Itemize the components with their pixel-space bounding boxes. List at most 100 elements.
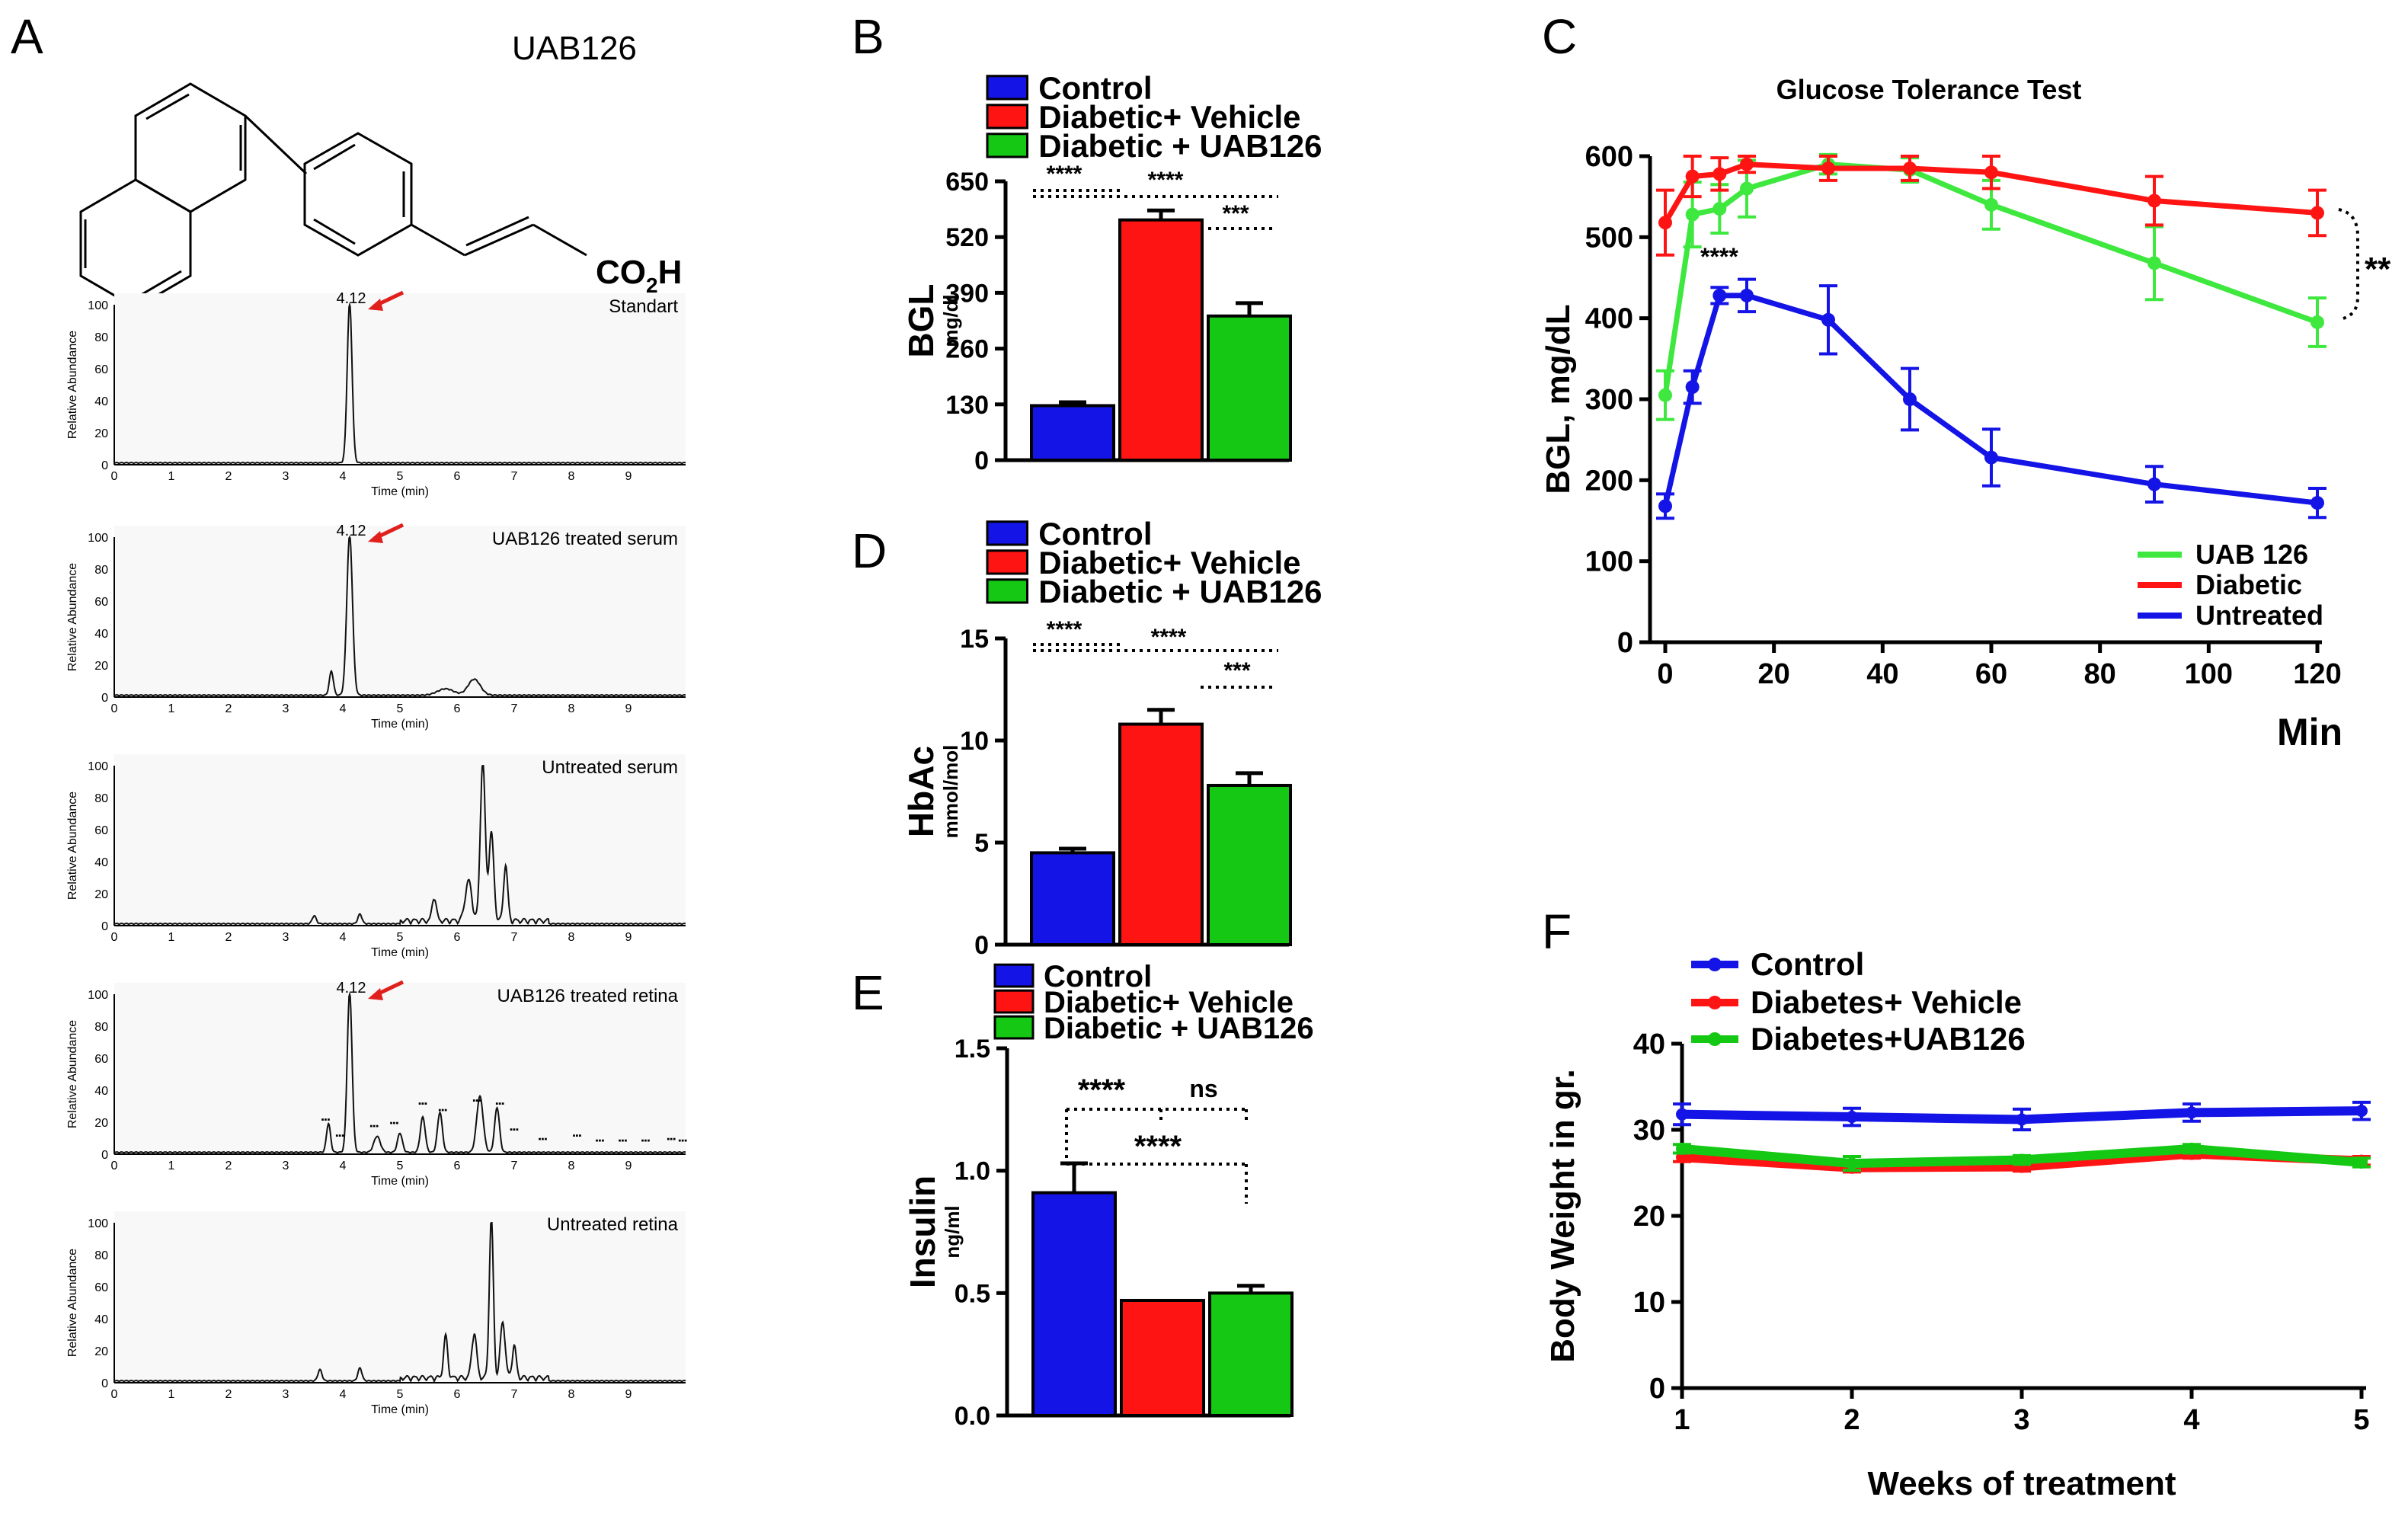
x-tick-label: 5 xyxy=(397,702,404,715)
y-tick-label: 300 xyxy=(1585,384,1633,416)
annotation-mark: ▪▪▪ xyxy=(678,1137,687,1146)
y-tick-label: 20 xyxy=(94,888,108,901)
x-tick-label: 4 xyxy=(2183,1404,2199,1436)
chromatogram-label: UAB126 treated retina xyxy=(497,986,679,1006)
chromatogram-bg xyxy=(114,293,686,465)
y-tick-label: 30 xyxy=(1633,1115,1665,1147)
bar-1 xyxy=(1030,404,1115,462)
x-tick-label: 1 xyxy=(168,1388,175,1401)
significance-bracket xyxy=(2338,208,2359,320)
y-tick-label: 100 xyxy=(88,532,108,545)
x-tick-label: 7 xyxy=(511,931,518,944)
y-tick-label: 0 xyxy=(974,931,989,960)
y-tick-label: 100 xyxy=(88,1217,108,1230)
significance-label: *** xyxy=(1222,201,1249,226)
legend-label: Diabetic + UAB126 xyxy=(1038,574,1322,609)
chromatogram-label: Untreated serum xyxy=(542,757,678,778)
legend-swatch xyxy=(986,75,1028,101)
y-tick-label: 0 xyxy=(1617,627,1633,659)
x-tick-label: 0 xyxy=(111,1388,118,1401)
data-point xyxy=(1712,288,1727,302)
y-tick-label: 80 xyxy=(94,564,108,577)
y-tick-label: 20 xyxy=(1633,1201,1665,1233)
y-tick-label: 0 xyxy=(1649,1373,1665,1405)
peak-label: 4.12 xyxy=(337,290,366,307)
data-point xyxy=(2147,256,2161,270)
x-tick-label: 5 xyxy=(397,1388,404,1401)
data-point xyxy=(1846,1157,1858,1170)
y-tick-label: 260 xyxy=(945,335,989,364)
peak-arrowhead xyxy=(368,299,383,311)
data-point xyxy=(1685,207,1700,222)
significance-label: **** xyxy=(1134,1130,1182,1163)
y-tick-label: 20 xyxy=(94,660,108,673)
chromatogram-bg xyxy=(114,526,686,697)
x-tick-label: 1 xyxy=(168,702,175,715)
data-point xyxy=(1846,1111,1858,1124)
data-point xyxy=(1740,157,1754,171)
x-tick-label: 40 xyxy=(1866,658,1898,690)
y-axis-label: BGL xyxy=(901,283,941,357)
x-tick-label: 8 xyxy=(568,931,575,944)
y-tick-label: 100 xyxy=(88,989,108,1002)
x-tick-label: 20 xyxy=(1758,658,1790,690)
y-axis-label: Relative Abundance xyxy=(66,563,79,671)
y-tick-label: 0 xyxy=(101,1377,108,1390)
legend-marker xyxy=(1708,996,1722,1009)
x-tick-label: 0 xyxy=(111,702,118,715)
y-axis-label: Body Weight in gr. xyxy=(1544,1069,1581,1362)
peak-label: 4.12 xyxy=(337,523,366,539)
compound-name: UAB126 xyxy=(512,30,637,67)
y-tick-label: 80 xyxy=(94,1021,108,1034)
x-tick-label: 4 xyxy=(340,470,347,483)
x-tick-label: 3 xyxy=(283,702,289,715)
data-point xyxy=(1903,392,1917,406)
data-point xyxy=(1658,216,1672,230)
panel-f: F 0 10 20 30 40 1 2 3 4 5 Body Weight in gr. Weeks … xyxy=(1542,904,2371,1502)
y-axis-unit: mg/dl xyxy=(939,294,962,347)
significance-label: **** xyxy=(1078,1073,1126,1107)
y-tick-label: 100 xyxy=(88,760,108,773)
chromatogram-label: Untreated retina xyxy=(547,1214,679,1235)
y-tick-label: 80 xyxy=(94,331,108,344)
y-tick-label: 0 xyxy=(101,692,108,705)
x-tick-label: 100 xyxy=(2185,658,2233,690)
y-tick-label: 20 xyxy=(94,1117,108,1130)
data-point xyxy=(2355,1156,2368,1169)
annotation-mark: ▪▪▪ xyxy=(641,1137,651,1146)
y-tick-label: 0.5 xyxy=(955,1279,990,1308)
y-tick-label: 80 xyxy=(94,792,108,805)
y-tick-label: 40 xyxy=(94,1085,108,1098)
x-tick-label: 2 xyxy=(1844,1404,1860,1436)
annotation-mark: ▪▪▪ xyxy=(438,1106,447,1115)
y-tick-label: 20 xyxy=(94,1345,108,1358)
line-chart-body-weight: 0 10 20 30 40 1 2 3 4 5 Body Weight in gr. Weeks of… xyxy=(1544,946,2371,1502)
x-tick-label: 4 xyxy=(340,931,347,944)
x-axis-label: Time (min) xyxy=(371,718,429,731)
annotation-mark: ▪▪▪ xyxy=(573,1131,582,1140)
data-point xyxy=(1658,388,1672,402)
y-axis-label: Relative Abundance xyxy=(66,792,79,900)
y-axis-label: Insulin xyxy=(903,1176,942,1288)
significance-label: ** xyxy=(2365,251,2391,288)
annotation-mark: ▪▪▪ xyxy=(510,1125,519,1134)
legend-label: Control xyxy=(1751,946,1864,982)
data-point xyxy=(2016,1113,2028,1126)
y-tick-label: 60 xyxy=(94,1281,108,1294)
x-tick-label: 60 xyxy=(1975,658,2007,690)
x-tick-label: 7 xyxy=(511,1388,518,1401)
panel-c: C Glucose Tolerance Test 010020030040050… xyxy=(1540,9,2391,753)
x-tick-label: 1 xyxy=(1674,1404,1690,1436)
x-tick-label: 6 xyxy=(454,702,461,715)
y-tick-label: 0 xyxy=(101,459,108,472)
legend-label: Control xyxy=(1038,516,1152,552)
y-tick-label: 1.5 xyxy=(955,1035,990,1064)
y-tick-label: 60 xyxy=(94,596,108,609)
